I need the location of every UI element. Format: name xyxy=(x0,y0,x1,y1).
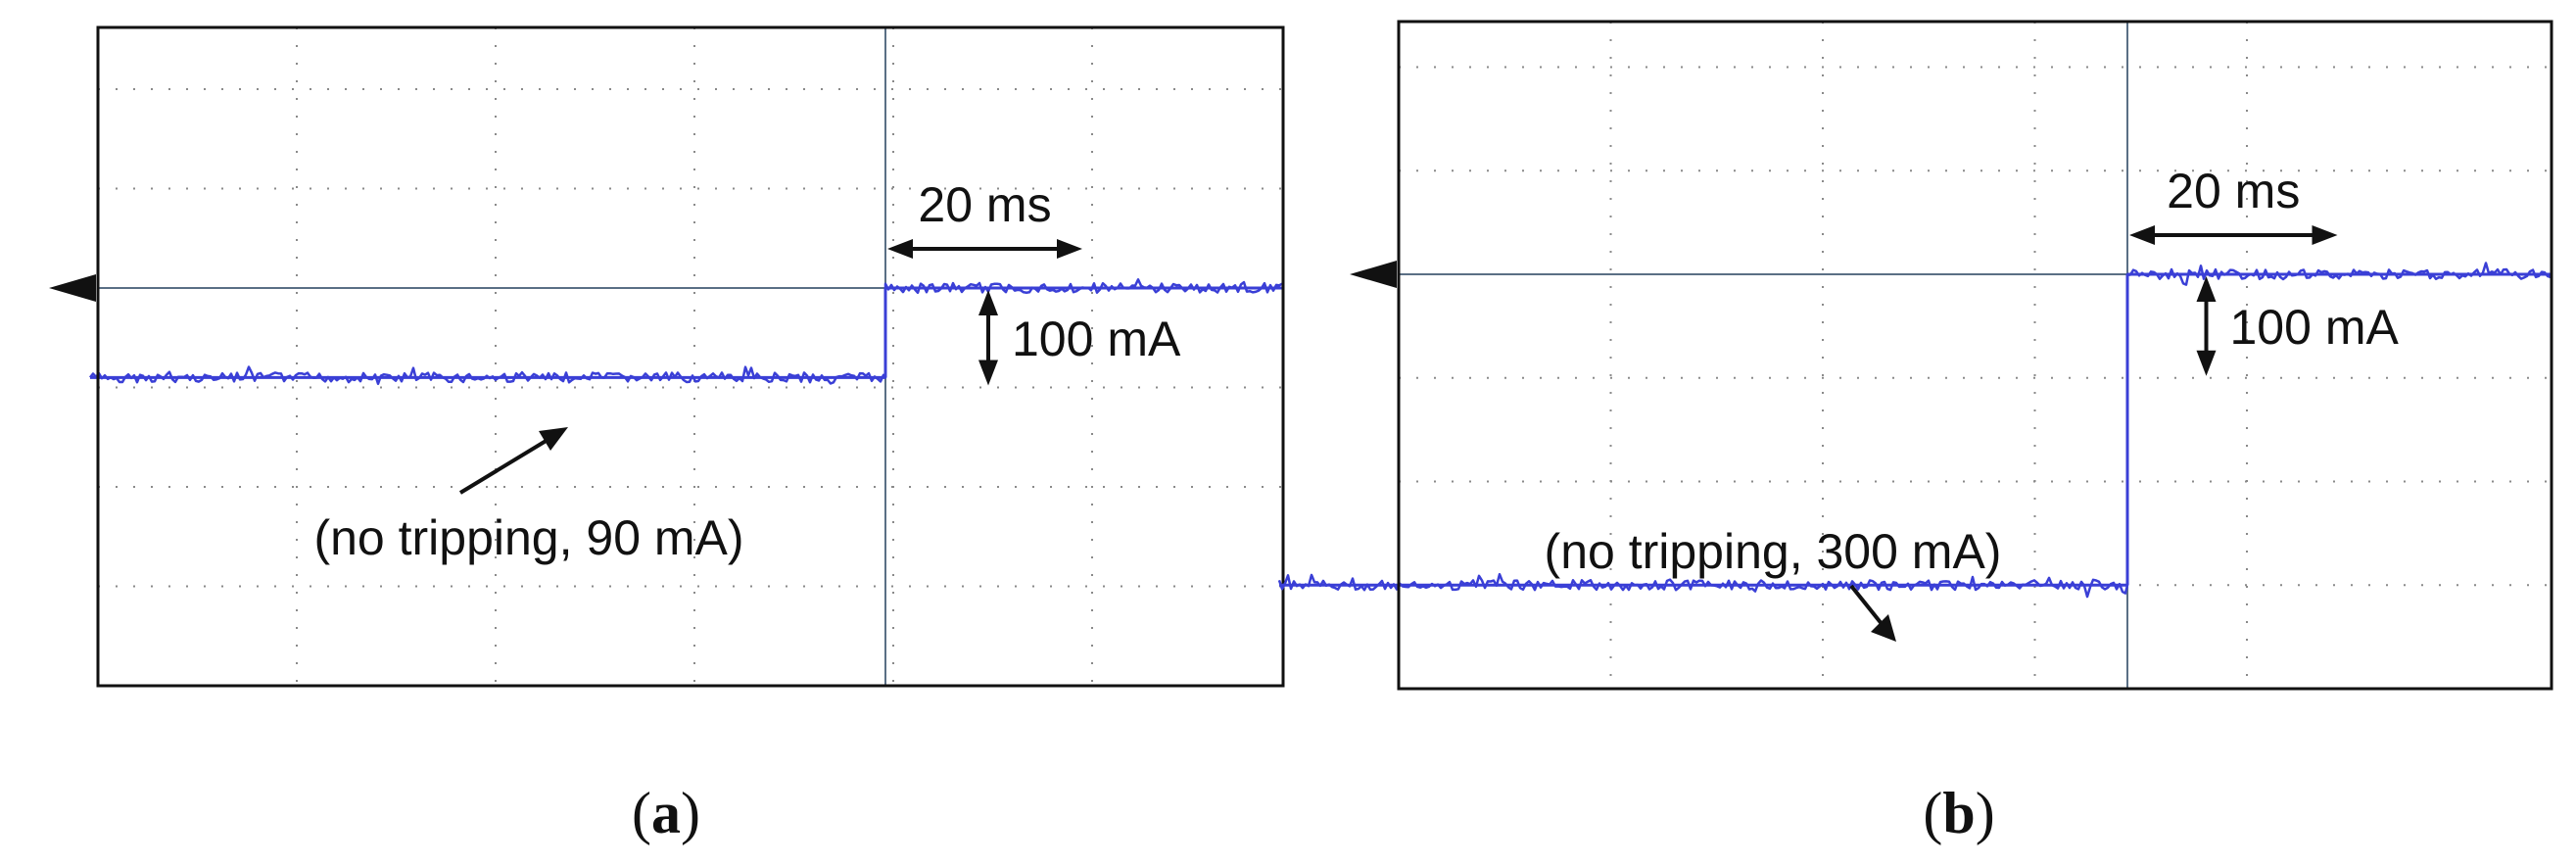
panel-label-a: (a) xyxy=(632,781,700,845)
arrowhead-icon xyxy=(2196,350,2217,376)
ground-marker-icon-a xyxy=(49,274,96,302)
arrowhead-icon xyxy=(539,427,568,451)
arrowhead-icon xyxy=(1871,614,1896,642)
event-annotation-a: (no tripping, 90 mA) xyxy=(313,510,743,565)
trace-b xyxy=(1277,262,2552,599)
panel-b: 20 ms 100 mA (no tripping, 300 mA) (b) xyxy=(1277,20,2553,845)
arrowhead-icon xyxy=(2196,276,2217,302)
plot-frame-b xyxy=(1397,20,2553,691)
panel-label-b: (b) xyxy=(1923,781,1994,845)
arrowhead-icon xyxy=(887,239,913,259)
trace-a xyxy=(89,278,1283,386)
trace-line xyxy=(1277,262,2552,599)
arrowhead-icon xyxy=(2312,225,2338,245)
arrowhead-icon xyxy=(978,290,998,315)
plot-frame-a xyxy=(96,25,1285,688)
arrowhead-icon xyxy=(978,360,998,386)
arrowhead-icon xyxy=(2129,225,2155,245)
panel-a: 20 ms 100 mA (no tripping, 90 mA) (a) xyxy=(49,25,1285,845)
current-scale-label-a: 100 mA xyxy=(1012,312,1181,366)
ground-marker-icon-b xyxy=(1350,261,1397,288)
time-scale-label-b: 20 ms xyxy=(2167,164,2300,218)
event-pointer-arrow-a xyxy=(458,435,554,495)
time-scale-label-a: 20 ms xyxy=(918,177,1051,232)
event-annotation-b: (no tripping, 300 mA) xyxy=(1545,524,2002,579)
current-scale-label-b: 100 mA xyxy=(2230,300,2400,355)
arrowhead-icon xyxy=(1057,239,1082,259)
grid-a xyxy=(98,27,1283,686)
